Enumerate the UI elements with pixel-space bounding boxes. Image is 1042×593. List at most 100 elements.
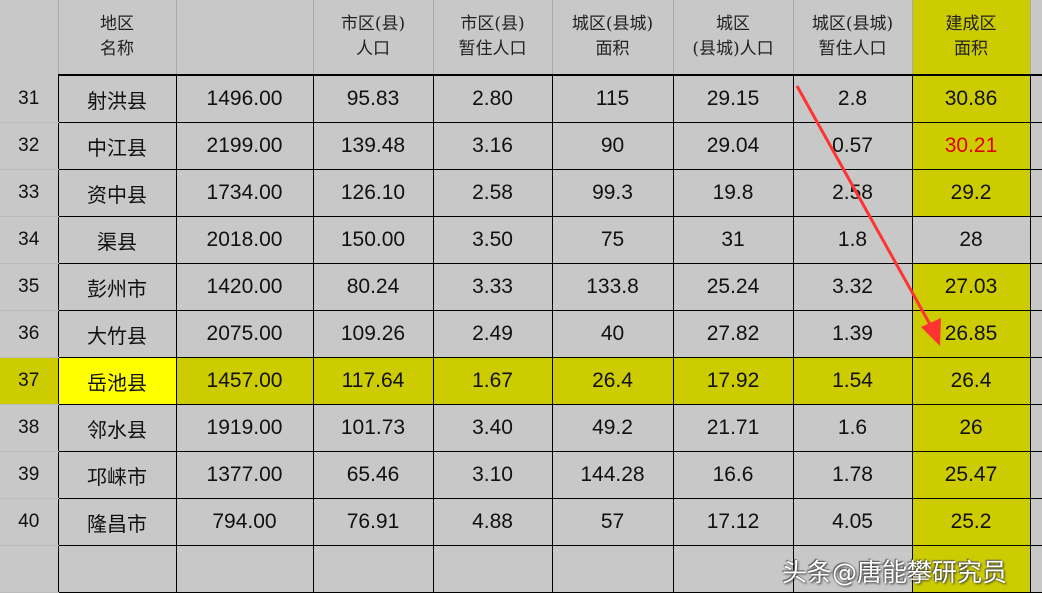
cell-empty[interactable] [1029,216,1042,264]
cell-value[interactable]: 75 [551,216,674,264]
cell-region-name[interactable]: 射洪县 [57,74,177,123]
cell-value[interactable]: 794.00 [175,498,314,546]
column-header[interactable]: 城区(县城) 暂住人口 [792,0,912,76]
cell-value[interactable]: 4.88 [432,498,553,546]
cell-value[interactable]: 3.40 [432,404,553,452]
cell-region-name[interactable]: 中江县 [57,122,177,170]
cell-value[interactable]: 16.6 [672,451,794,499]
column-header[interactable] [1029,0,1042,76]
column-header[interactable]: 城区(县城) 面积 [551,0,673,76]
cell-empty[interactable] [1029,498,1042,546]
cell-empty[interactable] [911,545,1031,593]
column-header[interactable]: 建成区 面积 [911,0,1030,76]
row-number[interactable]: 31 [0,75,59,123]
row-number[interactable]: 36 [0,310,59,358]
cell-value[interactable]: 30.21 [911,122,1031,170]
column-header[interactable]: 城区 (县城)人口 [672,0,793,76]
cell-value[interactable]: 1.39 [792,310,913,358]
cell-value[interactable]: 2075.00 [175,310,314,358]
cell-value[interactable]: 2.58 [792,169,913,217]
cell-value[interactable]: 31 [672,216,794,264]
cell-value[interactable]: 17.12 [672,498,794,546]
cell-value[interactable]: 25.24 [672,263,794,311]
cell-empty[interactable] [1029,404,1042,452]
cell-empty[interactable] [57,545,177,593]
cell-value[interactable]: 1919.00 [175,404,314,452]
cell-value[interactable]: 19.8 [672,169,794,217]
cell-value[interactable]: 95.83 [312,74,434,123]
column-header[interactable]: 市区(县) 人口 [312,0,433,76]
cell-value[interactable]: 3.50 [432,216,553,264]
cell-value[interactable]: 117.64 [312,357,434,405]
cell-value[interactable]: 49.2 [551,404,674,452]
cell-value[interactable]: 3.33 [432,263,553,311]
cell-empty[interactable] [1029,74,1042,123]
row-number[interactable]: 33 [0,169,59,217]
cell-empty[interactable] [175,545,314,593]
cell-value[interactable]: 109.26 [312,310,434,358]
cell-value[interactable]: 27.03 [911,263,1031,311]
row-number[interactable]: 32 [0,122,59,170]
cell-empty[interactable] [1029,122,1042,170]
row-number[interactable]: 40 [0,498,59,546]
cell-empty[interactable] [792,545,913,593]
cell-value[interactable]: 144.28 [551,451,674,499]
cell-value[interactable]: 28 [911,216,1031,264]
cell-value[interactable]: 1.78 [792,451,913,499]
cell-value[interactable]: 1.6 [792,404,913,452]
column-header[interactable]: 市区(县) 暂住人口 [432,0,552,76]
cell-value[interactable]: 29.04 [672,122,794,170]
cell-value[interactable]: 30.86 [911,74,1031,123]
cell-empty[interactable] [551,545,674,593]
cell-value[interactable]: 133.8 [551,263,674,311]
cell-value[interactable]: 76.91 [312,498,434,546]
cell-region-name[interactable]: 彭州市 [57,263,177,311]
cell-empty[interactable] [1029,545,1042,593]
cell-value[interactable]: 29.2 [911,169,1031,217]
cell-empty[interactable] [1029,169,1042,217]
cell-region-name[interactable]: 岳池县 [57,357,177,405]
row-number[interactable]: 35 [0,263,59,311]
cell-value[interactable]: 27.82 [672,310,794,358]
cell-value[interactable]: 1.8 [792,216,913,264]
cell-value[interactable]: 1457.00 [175,357,314,405]
cell-value[interactable]: 17.92 [672,357,794,405]
cell-empty[interactable] [312,545,434,593]
cell-value[interactable]: 2.80 [432,74,553,123]
cell-region-name[interactable]: 资中县 [57,169,177,217]
cell-value[interactable]: 40 [551,310,674,358]
cell-region-name[interactable]: 邛崃市 [57,451,177,499]
cell-value[interactable]: 115 [551,74,674,123]
cell-value[interactable]: 2.8 [792,74,913,123]
cell-empty[interactable] [1029,451,1042,499]
cell-value[interactable]: 26.4 [551,357,674,405]
cell-value[interactable]: 2018.00 [175,216,314,264]
cell-value[interactable]: 57 [551,498,674,546]
cell-value[interactable]: 29.15 [672,74,794,123]
cell-value[interactable]: 1496.00 [175,74,314,123]
cell-value[interactable]: 0.57 [792,122,913,170]
cell-value[interactable]: 25.47 [911,451,1031,499]
cell-empty[interactable] [1029,357,1042,405]
column-header[interactable] [175,0,313,76]
cell-region-name[interactable]: 隆昌市 [57,498,177,546]
cell-value[interactable]: 1.67 [432,357,553,405]
cell-value[interactable]: 26.85 [911,310,1031,358]
cell-value[interactable]: 126.10 [312,169,434,217]
cell-value[interactable]: 3.10 [432,451,553,499]
cell-value[interactable]: 26 [911,404,1031,452]
cell-value[interactable]: 26.4 [911,357,1031,405]
column-header[interactable]: 地区 名称 [57,0,176,76]
cell-value[interactable]: 2.49 [432,310,553,358]
cell-region-name[interactable]: 邻水县 [57,404,177,452]
row-number[interactable]: 38 [0,404,59,452]
cell-value[interactable]: 99.3 [551,169,674,217]
row-number[interactable]: 37 [0,357,59,405]
cell-value[interactable]: 2199.00 [175,122,314,170]
cell-value[interactable]: 3.16 [432,122,553,170]
cell-empty[interactable] [1029,263,1042,311]
cell-value[interactable]: 150.00 [312,216,434,264]
cell-value[interactable]: 90 [551,122,674,170]
cell-value[interactable]: 1734.00 [175,169,314,217]
cell-value[interactable]: 1377.00 [175,451,314,499]
